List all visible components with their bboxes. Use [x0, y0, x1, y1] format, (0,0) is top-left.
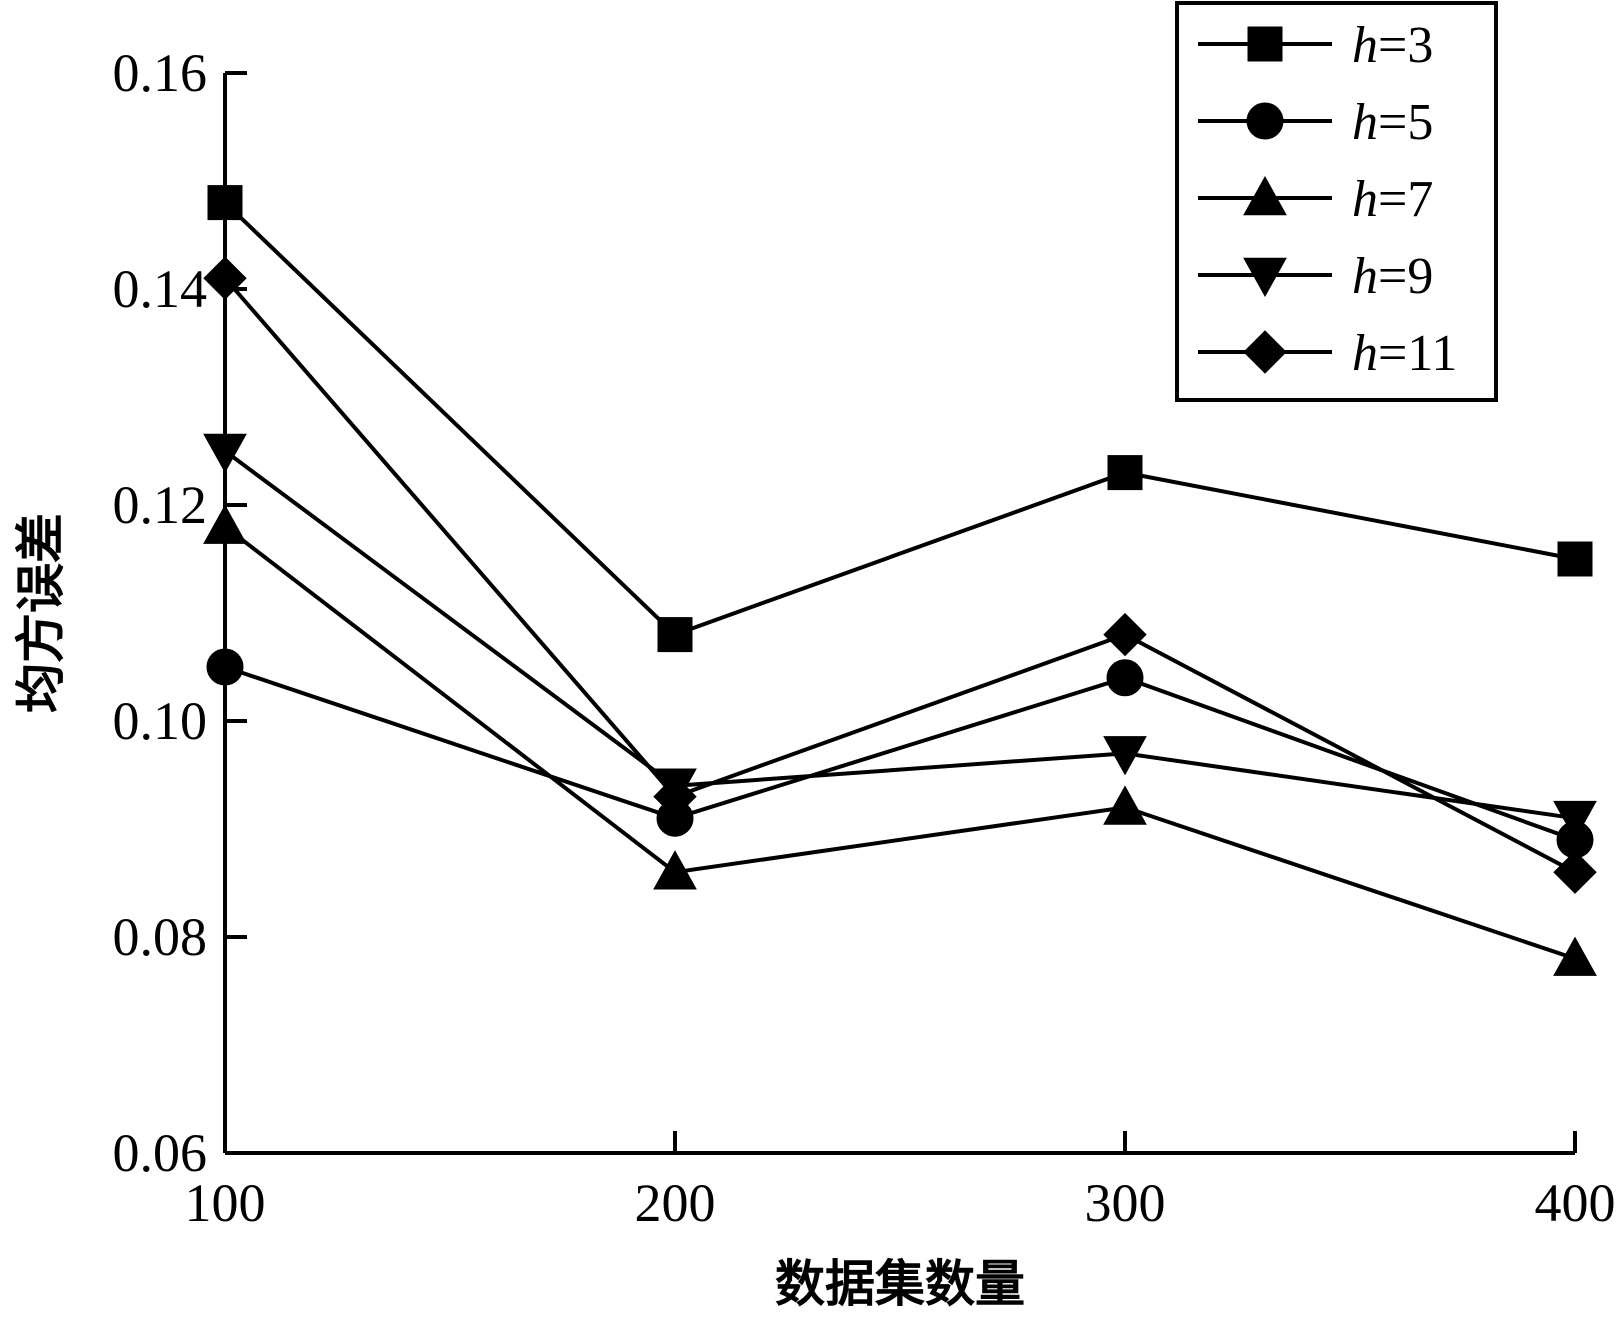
series-line: [224, 665, 1576, 842]
axes: [223, 73, 1575, 1155]
legend: h=3 h=5 h=7 h=9 h=11: [1175, 1, 1498, 402]
x-tick-label: 400: [1535, 1173, 1616, 1233]
legend-label: h=9: [1352, 248, 1433, 305]
data-point: [207, 185, 243, 221]
series-line: [223, 449, 1576, 821]
x-tick-label: 300: [1085, 1173, 1166, 1233]
data-point: [1103, 736, 1147, 776]
y-tick-label: 0.14: [113, 259, 208, 319]
legend-label: h=7: [1352, 171, 1433, 228]
legend-marker: [1243, 257, 1287, 298]
x-tick-label: 100: [185, 1173, 266, 1233]
data-point: [1103, 785, 1147, 825]
data-point: [1553, 850, 1597, 894]
legend-label: h=3: [1352, 17, 1433, 74]
x-axis-title: 数据集数量: [775, 1255, 1025, 1313]
legend-item: h=5: [1198, 94, 1433, 151]
legend-label: h=5: [1352, 94, 1433, 151]
y-tick-label: 0.08: [113, 907, 208, 967]
legend-marker: [1247, 26, 1283, 62]
x-tick-label: 200: [635, 1173, 716, 1233]
data-point: [653, 850, 697, 890]
data-point: [1107, 455, 1143, 491]
series-group: [203, 185, 1597, 976]
y-tick-label: 0.06: [113, 1123, 208, 1183]
data-point: [653, 774, 697, 819]
legend-marker: [1243, 330, 1287, 374]
y-axis-title: 均方误差: [12, 513, 70, 713]
series-h-11: [203, 256, 1597, 894]
y-tick-label: 0.12: [113, 475, 208, 535]
series-h-7: [203, 504, 1597, 976]
data-point: [657, 617, 693, 653]
data-point: [1103, 612, 1147, 657]
data-point: [203, 504, 247, 544]
series-line: [223, 276, 1576, 874]
legend-item: h=9: [1198, 248, 1433, 305]
ticks: 100 200 300 400 0.06 0.08 0.10 0.12 0.14 0.16: [113, 43, 1616, 1233]
series-line: [223, 525, 1576, 961]
legend-marker: [1243, 175, 1287, 216]
legend-marker: [1246, 102, 1284, 140]
data-point: [203, 256, 247, 300]
legend-item: h=7: [1198, 171, 1433, 228]
legend-item: h=11: [1198, 325, 1457, 382]
data-point: [1557, 541, 1593, 577]
series-line: [223, 201, 1576, 637]
data-point: [203, 433, 247, 474]
series-h-3: [207, 185, 1593, 653]
data-point: [1553, 800, 1597, 841]
y-tick-label: 0.16: [113, 43, 208, 103]
data-point: [1553, 936, 1597, 976]
data-point: [206, 648, 244, 686]
legend-box: [1175, 1, 1498, 402]
legend-label: h=11: [1352, 325, 1457, 382]
series-h-9: [203, 433, 1597, 841]
series-h-5: [206, 648, 1594, 859]
y-tick-label: 0.10: [113, 691, 208, 751]
data-point: [1106, 659, 1144, 697]
legend-item: h=3: [1198, 17, 1433, 74]
